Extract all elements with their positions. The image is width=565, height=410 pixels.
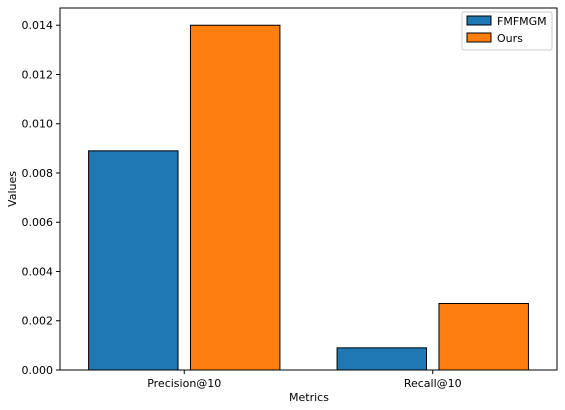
y-tick-label: 0.000 [22, 364, 54, 377]
bar-series [88, 24, 529, 371]
y-tick-label: 0.010 [22, 118, 54, 131]
x-tick-label: Precision@10 [147, 377, 221, 390]
y-tick-label: 0.004 [22, 265, 54, 278]
legend-label-fmfmgm: FMFMGM [497, 15, 547, 28]
x-axis: Precision@10 Recall@10 [147, 370, 462, 390]
bar-ours-precision-10 [189, 24, 281, 371]
bar-ours-recall-10 [438, 303, 529, 371]
y-tick-label: 0.006 [22, 216, 54, 229]
bar-fmfmgm-precision-10 [88, 150, 179, 371]
y-tick-label: 0.008 [22, 167, 54, 180]
x-axis-label: Metrics [289, 391, 329, 404]
legend: FMFMGM Ours [461, 11, 553, 51]
y-axis-label: Values [6, 171, 19, 207]
y-tick-label: 0.002 [22, 315, 54, 328]
x-tick-label: Recall@10 [404, 377, 462, 390]
bar-fmfmgm-recall-10 [336, 347, 428, 371]
y-tick-label: 0.014 [22, 19, 54, 32]
y-tick-label: 0.012 [22, 68, 54, 81]
legend-swatch-ours [466, 32, 492, 43]
y-axis: 0.000 0.002 0.004 0.006 0.008 0.010 0.012 0.014 [22, 19, 60, 377]
legend-label-ours: Ours [497, 32, 523, 45]
plot-area [59, 7, 558, 371]
legend-swatch-fmfmgm [466, 15, 492, 26]
